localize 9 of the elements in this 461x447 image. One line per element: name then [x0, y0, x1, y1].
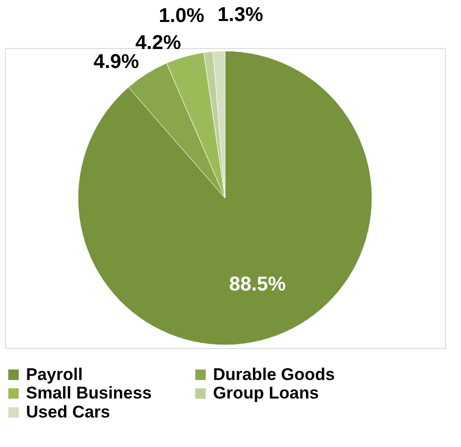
legend-label: Payroll	[26, 364, 83, 384]
legend-label: Durable Goods	[213, 364, 335, 384]
pie-slice	[78, 50, 372, 346]
legend-label: Used Cars	[26, 402, 110, 422]
legend-label: Group Loans	[213, 384, 319, 402]
legend-label: Small Business	[26, 384, 152, 402]
data-label: 88.5%	[229, 274, 286, 296]
data-label: 1.3%	[218, 4, 264, 26]
data-label: 1.0%	[158, 5, 205, 28]
